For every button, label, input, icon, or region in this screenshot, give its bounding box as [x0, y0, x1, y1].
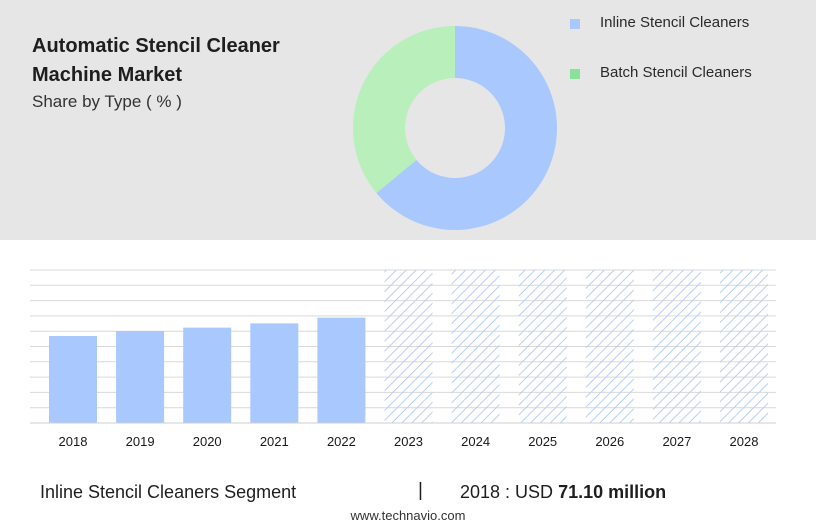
donut-slice-batch: [353, 26, 455, 194]
legend-label-batch: Batch Stencil Cleaners: [600, 64, 752, 81]
x-tick-label: 2022: [327, 434, 356, 449]
forecast-bar-2024: [451, 270, 500, 423]
annual-bar-chart: 2018 2019 2020 2021 2022 2023 2024 2025 2026 2027…: [30, 269, 776, 449]
bar-2019: [116, 331, 165, 423]
bar-2022: [317, 317, 366, 423]
x-tick-label: 2024: [461, 434, 490, 449]
forecast-bar-2026: [585, 270, 634, 423]
x-tick-label: 2025: [528, 434, 557, 449]
x-tick-label: 2021: [260, 434, 289, 449]
x-tick-label: 2020: [193, 434, 222, 449]
forecast-bar-2025: [518, 270, 567, 423]
share-donut-chart: [353, 26, 557, 230]
forecast-bar-2027: [652, 270, 701, 423]
footer-separator: |: [418, 480, 423, 501]
x-tick-label: 2027: [662, 434, 691, 449]
x-tick-label: 2026: [595, 434, 624, 449]
bar-2021: [250, 323, 299, 423]
segment-value: 2018 : USD 71.10 million: [460, 482, 666, 503]
segment-label: Inline Stencil Cleaners Segment: [40, 482, 297, 502]
value-prefix: 2018 : USD: [460, 482, 559, 502]
forecast-bar-2028: [720, 270, 768, 423]
x-tick-label: 2028: [730, 434, 759, 449]
legend-swatch-batch: [570, 69, 580, 79]
source-link[interactable]: www.technavio.com: [350, 508, 466, 523]
chart-title: Automatic Stencil Cleaner Machine Market: [32, 35, 280, 86]
bar-2020: [183, 327, 232, 423]
x-tick-label: 2023: [394, 434, 423, 449]
x-tick-label: 2018: [59, 434, 88, 449]
legend-swatch-inline: [570, 19, 580, 29]
legend-label-inline: Inline Stencil Cleaners: [600, 14, 750, 31]
bar-2018: [49, 335, 97, 423]
x-tick-label: 2019: [126, 434, 155, 449]
donut-slice-inline: [376, 26, 557, 230]
value-amount: 71.10 million: [558, 482, 667, 502]
forecast-bar-2023: [384, 270, 433, 423]
chart-subtitle: Share by Type ( % ): [32, 92, 182, 111]
bar-chart-area: 2018 2019 2020 2021 2022 2023 2024 2025 2026 2027…: [0, 240, 816, 460]
